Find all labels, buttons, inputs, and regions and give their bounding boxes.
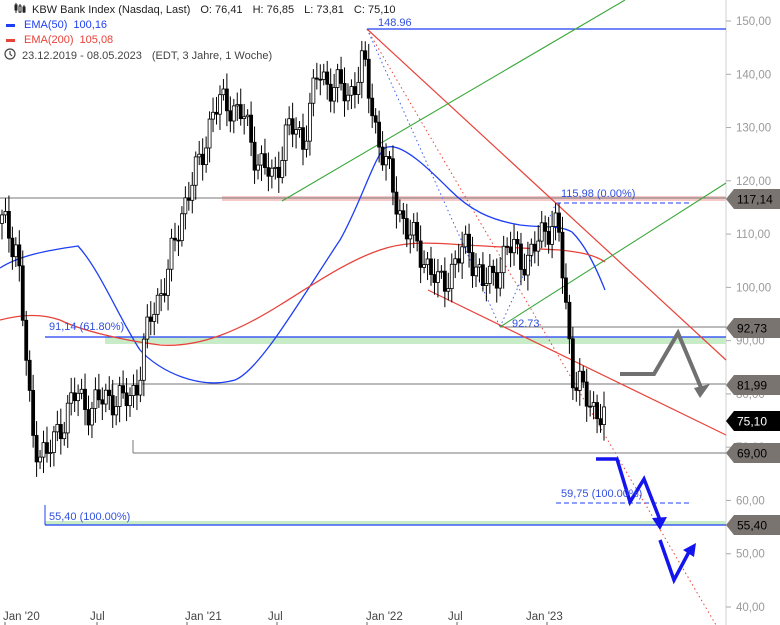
blue-arrowhead-up-icon	[683, 543, 696, 557]
y-tick-label: 40,00	[736, 602, 765, 614]
ema200-swatch-icon	[6, 39, 15, 42]
y-tick-label: 100,00	[736, 282, 771, 294]
x-axis: Jan '20 Jul Jan '21 Jul Jan '22 Jul Jan '23	[3, 611, 563, 625]
price-tags: 117,14 92,73 81,99 75,10 69,00 55,40	[726, 189, 780, 535]
high-annotation: 148.96	[378, 17, 412, 29]
fib-support-zone	[105, 337, 726, 344]
downtrend-upper	[366, 28, 727, 361]
svg-text:75,10: 75,10	[737, 415, 767, 429]
fib618-annotation: 91,14 (61.80%)	[49, 321, 124, 333]
ema50-swatch-icon	[6, 24, 15, 27]
x-tick-label: Jan '21	[185, 611, 222, 623]
ema50-label: EMA(50)	[24, 19, 68, 31]
y-tick-label: 130,00	[736, 123, 771, 135]
svg-text:92,73: 92,73	[737, 322, 767, 336]
blue-scenario-path-2	[658, 539, 692, 585]
ohlc-high: H: 76,85	[252, 4, 295, 16]
period-detail: (EDT, 3 Jahre, 1 Woche)	[151, 50, 273, 62]
clock-icon	[4, 48, 18, 65]
x-tick-label: Jul	[448, 611, 463, 623]
target-annotation: 59,75 (100.00%)	[561, 488, 642, 500]
x-tick-label: Jul	[268, 611, 283, 623]
ohlc-open: O: 76,41	[200, 4, 243, 16]
legend-ema50[interactable]: EMA(50) 100,16	[4, 18, 396, 33]
y-tick-label: 50,00	[736, 549, 765, 561]
ema50-value: 100,16	[73, 19, 108, 31]
green-channel-upper	[281, 0, 626, 202]
svg-text:55,40: 55,40	[737, 519, 767, 533]
svg-text:69,00: 69,00	[737, 447, 767, 461]
price-tag: 55,40	[726, 515, 780, 535]
ohlc-low: L: 73,81	[304, 4, 344, 16]
blue-arrowhead-down-icon	[652, 517, 667, 530]
downtrend-lower	[427, 289, 727, 436]
low-support-zone	[45, 521, 726, 525]
x-tick-label: Jan '23	[526, 611, 563, 623]
green-channel-lower	[499, 182, 727, 328]
candlestick-icon	[14, 3, 28, 18]
y-tick-label: 90,00	[736, 336, 765, 348]
svg-text:117,14: 117,14	[737, 193, 773, 207]
period-range: 23.12.2019 - 08.05.2023	[22, 50, 142, 62]
low2020-annotation: 55,40 (100.00%)	[49, 511, 130, 523]
grey-scenario-path	[620, 328, 704, 391]
ema50-line	[0, 146, 606, 384]
resistance-annotation: 115,98 (0.00%)	[561, 188, 635, 200]
y-tick-label: 110,00	[736, 229, 770, 241]
legend-title-row: KBW Bank Index (Nasdaq, Last) O: 76,41 H…	[4, 3, 396, 18]
price-tag: 117,14	[726, 189, 780, 209]
x-tick-label: Jan '20	[3, 611, 40, 623]
legend-ema200[interactable]: EMA(200) 105,08	[4, 33, 396, 48]
y-tick-label: 150,00	[736, 16, 771, 28]
blue-scenario-path-1	[596, 457, 662, 521]
legend-period: 23.12.2019 - 08.05.2023 (EDT, 3 Jahre, 1…	[4, 48, 396, 65]
ohlc-close: C: 75,10	[353, 4, 396, 16]
swing-low-annotation: 92.73	[512, 318, 540, 330]
x-tick-label: Jul	[90, 611, 105, 623]
svg-text:81,99: 81,99	[737, 379, 767, 393]
instrument-title: KBW Bank Index (Nasdaq, Last)	[32, 4, 191, 16]
y-tick-label: 120,00	[736, 176, 771, 188]
chart-legend: KBW Bank Index (Nasdaq, Last) O: 76,41 H…	[4, 3, 396, 65]
y-tick-label: 60,00	[736, 495, 765, 507]
candlestick-series	[0, 40, 606, 477]
grey-arrowhead-icon	[694, 384, 710, 398]
price-tag: 75,10	[726, 411, 780, 431]
price-tag: 92,73	[726, 318, 780, 338]
x-tick-label: Jan '22	[366, 611, 403, 623]
price-tag: 81,99	[726, 375, 780, 395]
dotted-blue-fib-1	[366, 28, 501, 328]
ema200-label: EMA(200)	[24, 34, 74, 46]
y-tick-label: 140,00	[736, 69, 771, 81]
ema200-value: 105,08	[79, 34, 114, 46]
price-tag: 69,00	[726, 443, 780, 463]
